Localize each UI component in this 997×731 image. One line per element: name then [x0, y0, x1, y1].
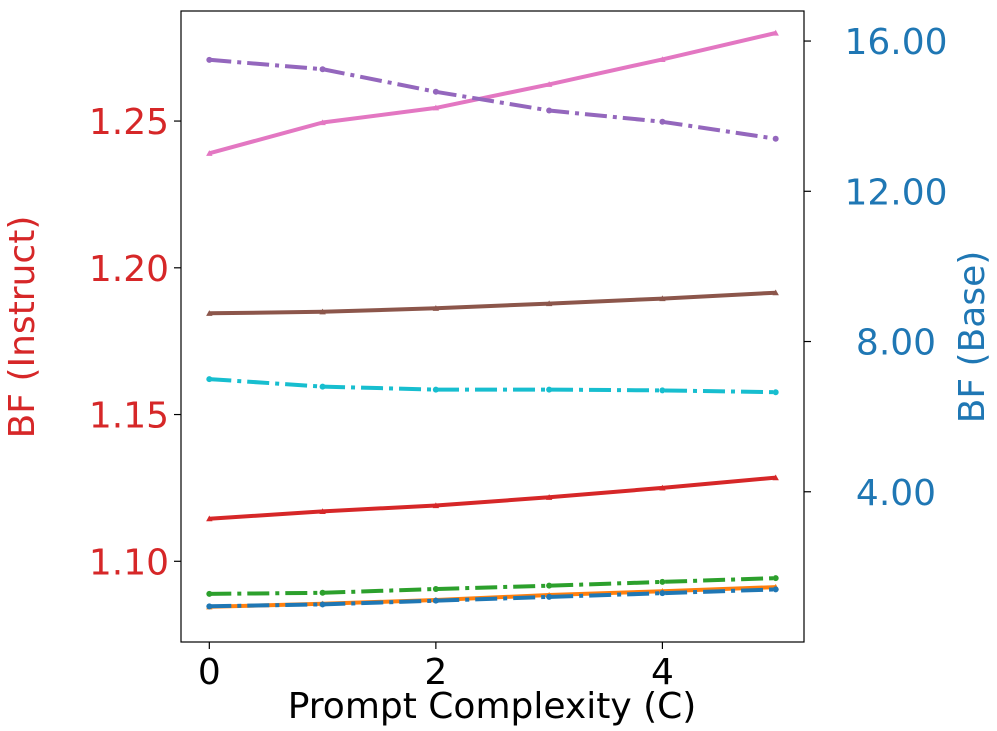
left-y-tick-label: 1.15: [89, 396, 169, 437]
data-point: [545, 81, 553, 87]
data-point: [206, 150, 213, 156]
data-point: [319, 119, 326, 126]
series-left-2: [206, 474, 779, 522]
data-point: [432, 104, 440, 111]
data-point: [659, 56, 666, 62]
data-point: [659, 578, 666, 585]
data-point: [319, 508, 326, 514]
data-point: [319, 383, 326, 390]
data-point: [432, 386, 439, 393]
x-tick-label: 2: [424, 652, 447, 693]
series-right-7: [206, 586, 779, 610]
series-left-1: [206, 289, 779, 316]
data-point: [545, 300, 553, 307]
right-y-tick-label: 16.00: [844, 22, 947, 63]
series-line: [208, 31, 777, 156]
right-y-axis: 4.00 8.00 12.00 16.00: [804, 22, 948, 514]
data-point: [772, 29, 779, 36]
data-point: [772, 289, 779, 296]
left-y-axis-title: BF (Instruct): [2, 216, 43, 439]
data-point: [432, 586, 439, 593]
data-point: [319, 66, 326, 73]
x-tick-label: 4: [651, 652, 674, 693]
data-point: [772, 389, 779, 396]
data-point: [206, 376, 213, 383]
series-left-0: [206, 29, 779, 156]
data-point: [659, 484, 666, 491]
data-point: [546, 386, 553, 393]
data-point: [659, 387, 666, 394]
series-line: [209, 576, 776, 596]
series-line: [209, 290, 776, 316]
series-right-4: [206, 56, 779, 142]
data-point: [772, 586, 779, 593]
data-point: [546, 582, 553, 589]
data-point: [659, 295, 666, 302]
left-y-axis: 1.10 1.15 1.20 1.25: [89, 102, 181, 583]
plot-frame: [180, 10, 805, 643]
series-right-5: [206, 376, 779, 396]
x-axis-title: Prompt Complexity (C): [288, 686, 697, 727]
data-point: [319, 601, 326, 608]
data-point: [206, 56, 213, 63]
right-y-tick-label: 8.00: [856, 323, 936, 364]
data-point: [432, 88, 439, 95]
data-point: [206, 310, 213, 316]
data-point: [659, 590, 666, 597]
data-point: [319, 308, 326, 315]
x-axis: 0 2 4: [198, 642, 674, 693]
data-point: [772, 575, 779, 582]
data-point: [432, 502, 440, 509]
right-y-axis-title: BF (Base): [952, 251, 993, 424]
data-point: [772, 474, 779, 481]
data-point: [546, 107, 553, 114]
series-line: [209, 475, 776, 521]
x-tick-label: 0: [198, 652, 221, 693]
data-point: [432, 305, 440, 311]
data-point: [772, 135, 779, 142]
data-point: [206, 590, 213, 597]
data-point: [319, 589, 326, 596]
left-y-tick-label: 1.20: [89, 249, 169, 290]
right-y-tick-label: 12.00: [844, 172, 947, 213]
series-line: [209, 57, 776, 141]
series-line: [209, 377, 776, 395]
data-point: [545, 494, 553, 500]
data-point: [206, 515, 213, 522]
data-point: [546, 593, 553, 600]
left-y-tick-label: 1.25: [89, 102, 169, 143]
data-point: [432, 597, 439, 604]
data-point: [206, 603, 213, 610]
right-y-tick-label: 4.00: [856, 473, 936, 514]
series-right-6: [206, 575, 779, 597]
series-line: [209, 587, 776, 609]
series-layer: [206, 29, 779, 610]
left-y-tick-label: 1.10: [89, 542, 169, 583]
data-point: [659, 118, 666, 125]
